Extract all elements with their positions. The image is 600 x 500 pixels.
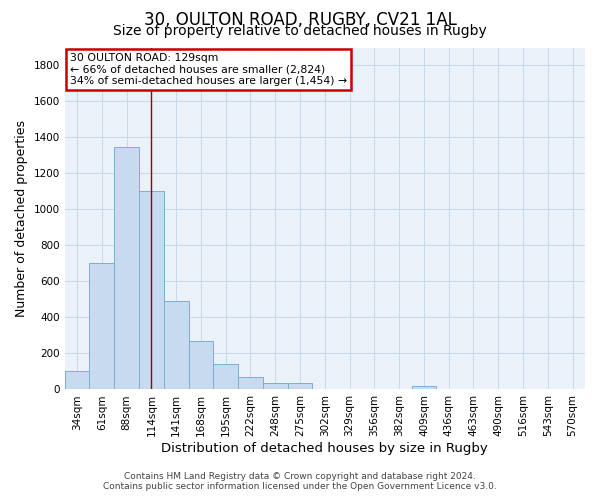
- Bar: [263, 383, 287, 390]
- Bar: [89, 264, 114, 390]
- Bar: [188, 341, 214, 390]
- Bar: [114, 148, 139, 390]
- Bar: [164, 302, 188, 390]
- Bar: [65, 372, 89, 390]
- X-axis label: Distribution of detached houses by size in Rugby: Distribution of detached houses by size …: [161, 442, 488, 455]
- Text: 30, OULTON ROAD, RUGBY, CV21 1AL: 30, OULTON ROAD, RUGBY, CV21 1AL: [143, 11, 457, 29]
- Bar: [214, 364, 238, 390]
- Text: Size of property relative to detached houses in Rugby: Size of property relative to detached ho…: [113, 24, 487, 38]
- Bar: [412, 386, 436, 390]
- Bar: [238, 377, 263, 390]
- Y-axis label: Number of detached properties: Number of detached properties: [15, 120, 28, 317]
- Bar: [287, 383, 313, 390]
- Text: Contains HM Land Registry data © Crown copyright and database right 2024.
Contai: Contains HM Land Registry data © Crown c…: [103, 472, 497, 491]
- Text: 30 OULTON ROAD: 129sqm
← 66% of detached houses are smaller (2,824)
34% of semi-: 30 OULTON ROAD: 129sqm ← 66% of detached…: [70, 52, 347, 86]
- Bar: [139, 192, 164, 390]
